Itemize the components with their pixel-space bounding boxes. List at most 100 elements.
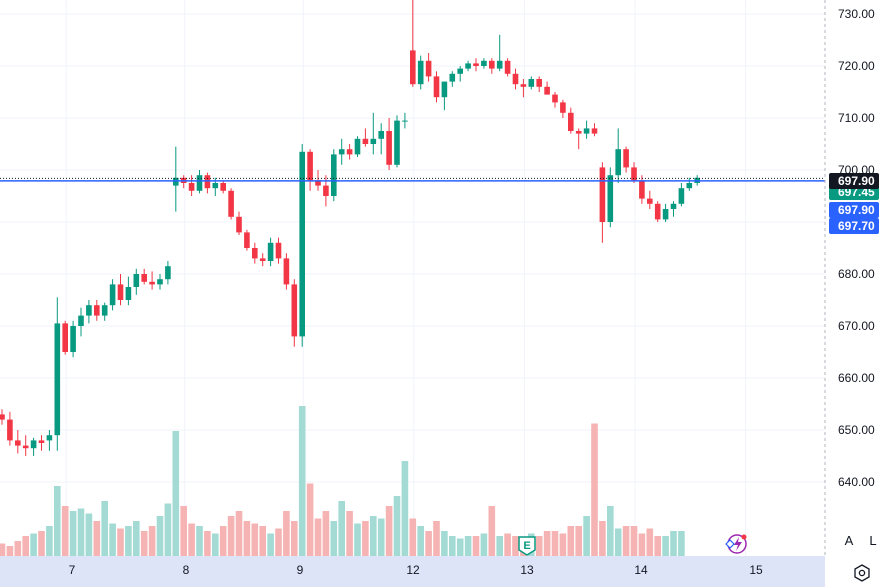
candle-body — [315, 180, 321, 186]
volume-bar — [354, 523, 361, 556]
candle-body — [22, 445, 29, 449]
time-axis[interactable]: 7 8 9 12 13 14 15 — [0, 556, 825, 587]
volume-bar — [22, 536, 29, 556]
candle-body — [599, 167, 606, 222]
volume-bar — [298, 406, 306, 556]
volume-bar — [267, 533, 274, 556]
candles — [0, 0, 700, 456]
volume-bar — [0, 543, 6, 556]
time-tick-label: 15 — [749, 563, 763, 577]
volume-bar — [464, 536, 472, 556]
candle — [457, 66, 463, 82]
hexagon-gear-icon[interactable] — [851, 562, 873, 584]
candle — [220, 180, 226, 194]
candle — [165, 261, 171, 285]
volume-bar — [567, 526, 575, 556]
volume-bar — [543, 531, 551, 556]
candle — [252, 242, 258, 264]
volume-bar — [172, 431, 180, 556]
volume-bar — [456, 538, 464, 556]
candle-body — [410, 50, 416, 85]
log-scale-button[interactable]: L — [863, 530, 883, 550]
volume-bar — [662, 536, 669, 556]
candle-body — [591, 128, 598, 134]
candle — [544, 81, 550, 95]
candle-body — [38, 440, 45, 443]
candle — [70, 320, 76, 358]
markers[interactable]: E — [518, 534, 747, 556]
candle-body — [141, 274, 147, 282]
price-tick-label: 650.00 — [838, 423, 875, 437]
volume-bar — [583, 516, 590, 556]
earnings-flag-label: E — [523, 540, 530, 552]
candle — [552, 92, 558, 108]
candle-body — [149, 281, 155, 285]
candle — [386, 118, 392, 170]
candle — [299, 144, 305, 347]
candle — [78, 307, 84, 337]
candle-body — [425, 60, 432, 77]
candle — [599, 162, 606, 243]
candle — [520, 79, 527, 98]
candle-body — [441, 81, 448, 98]
lightning-icon[interactable] — [725, 534, 747, 554]
candle-body — [354, 138, 361, 155]
candle-body — [623, 149, 629, 168]
volume-bar — [599, 521, 606, 556]
candle-body — [30, 440, 37, 449]
candle — [465, 60, 471, 72]
candle-body — [528, 79, 535, 87]
candle — [149, 271, 155, 290]
volume-bar — [54, 486, 61, 556]
candle — [536, 76, 542, 92]
candle — [196, 170, 203, 194]
candle — [259, 253, 266, 267]
candle — [489, 58, 495, 74]
volume-bar — [219, 526, 227, 556]
candle-body — [94, 305, 100, 316]
volume-bar — [38, 531, 45, 556]
candle-body — [520, 84, 527, 87]
volume-bar — [291, 521, 298, 556]
price-tag-bg — [829, 218, 879, 234]
candle — [204, 172, 211, 194]
candle — [433, 71, 440, 103]
volume-bar — [133, 521, 140, 556]
candle-body — [496, 60, 503, 69]
candle-body — [433, 76, 440, 98]
auto-scale-button[interactable]: A — [839, 530, 859, 550]
price-tag-bg — [829, 202, 879, 218]
candle-body — [639, 180, 645, 199]
volume-bar — [180, 506, 187, 556]
volume-bar — [385, 506, 393, 556]
candle — [678, 183, 685, 207]
earnings-flag-icon[interactable]: E — [518, 536, 536, 556]
candle-body — [615, 149, 621, 176]
candle-body — [504, 60, 511, 74]
volume-bar — [370, 516, 377, 556]
candle — [22, 435, 29, 456]
candle — [568, 107, 574, 134]
candle-body — [173, 177, 179, 186]
volume-bar — [188, 523, 195, 556]
volume-bar — [607, 506, 614, 556]
volume-bar — [433, 521, 440, 556]
volume-bar — [156, 516, 164, 556]
price-axis[interactable]: 640.00650.00660.00670.00680.00690.00700.… — [824, 0, 875, 556]
candle-body — [133, 274, 140, 287]
candle — [583, 120, 590, 139]
candle-body — [0, 414, 5, 420]
candle — [346, 144, 353, 160]
volume-bar — [69, 511, 77, 556]
volume-bar — [425, 531, 432, 556]
candle — [496, 34, 503, 72]
candle-body — [481, 60, 487, 66]
candle — [38, 435, 45, 451]
candle — [141, 268, 147, 285]
price-tick-label: 670.00 — [838, 319, 875, 333]
volume-bar — [30, 533, 37, 556]
candle-body — [346, 149, 353, 155]
volume-bar — [472, 536, 480, 556]
candle — [417, 55, 424, 90]
